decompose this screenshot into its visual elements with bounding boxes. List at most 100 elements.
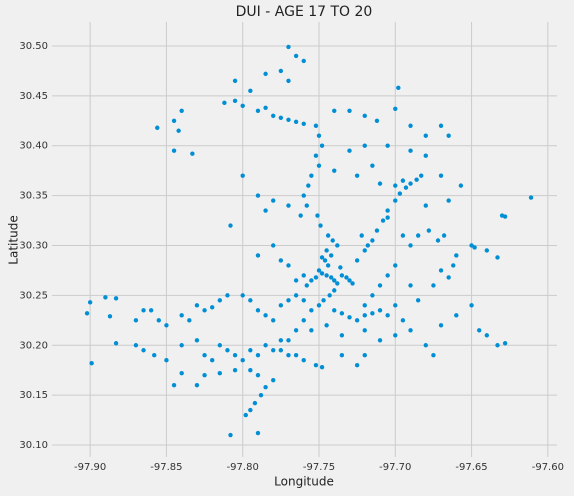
point: [179, 343, 184, 348]
point: [133, 318, 139, 323]
point: [325, 233, 331, 238]
point: [393, 106, 398, 112]
point: [316, 133, 322, 138]
point: [377, 308, 383, 313]
point: [385, 208, 390, 213]
point: [232, 78, 238, 84]
y-tick-label: 30.30: [19, 240, 48, 251]
point: [423, 343, 428, 348]
point: [528, 195, 534, 200]
point: [354, 363, 360, 368]
point: [344, 275, 349, 280]
point: [438, 268, 444, 273]
point: [362, 248, 367, 253]
point: [293, 293, 299, 298]
point: [431, 353, 436, 358]
point: [255, 372, 261, 378]
point: [316, 303, 322, 308]
point: [179, 370, 184, 376]
point: [271, 318, 276, 323]
point: [362, 328, 367, 333]
point: [397, 191, 403, 196]
y-tick-label: 30.20: [19, 340, 48, 351]
point: [176, 128, 181, 133]
point: [248, 348, 253, 353]
point: [313, 363, 319, 368]
point: [316, 268, 322, 273]
point: [286, 263, 291, 268]
point: [441, 233, 447, 238]
point: [324, 273, 329, 278]
point: [263, 384, 268, 390]
point: [354, 258, 360, 263]
point: [403, 185, 409, 190]
x-tick-label: -97.80: [227, 462, 259, 473]
point: [243, 412, 248, 418]
point: [327, 293, 332, 298]
point: [217, 370, 223, 376]
point: [286, 298, 291, 303]
point: [385, 143, 390, 148]
point: [278, 303, 284, 308]
point: [103, 295, 108, 300]
y-axis-label: Latitude: [7, 215, 21, 264]
point: [286, 44, 291, 50]
point: [362, 313, 367, 318]
point: [225, 348, 230, 353]
point: [255, 353, 261, 358]
point: [451, 263, 456, 268]
point: [240, 293, 245, 298]
point: [194, 303, 200, 308]
point: [309, 308, 314, 313]
point: [286, 203, 291, 208]
point: [347, 278, 352, 283]
point: [339, 273, 345, 278]
point: [335, 281, 340, 286]
point: [385, 215, 390, 220]
point: [347, 315, 352, 320]
point: [293, 119, 299, 124]
point: [232, 367, 238, 373]
point: [400, 178, 406, 183]
point: [362, 353, 367, 358]
point: [255, 308, 261, 313]
point: [316, 163, 322, 168]
point: [426, 228, 432, 233]
point: [286, 117, 291, 122]
point: [255, 253, 261, 258]
point: [408, 148, 413, 153]
point: [202, 372, 207, 378]
point: [319, 271, 325, 276]
point: [365, 243, 371, 248]
point: [209, 305, 215, 310]
point: [164, 358, 169, 363]
point: [309, 328, 314, 333]
point: [113, 341, 119, 346]
point: [393, 183, 398, 188]
point: [248, 298, 253, 303]
point: [278, 338, 284, 343]
point: [271, 243, 276, 248]
point: [141, 308, 146, 313]
point: [469, 303, 474, 308]
point: [278, 68, 284, 74]
point: [240, 173, 245, 178]
point: [408, 181, 413, 186]
point: [476, 328, 482, 333]
point: [319, 365, 325, 370]
point: [339, 353, 345, 358]
point: [332, 308, 337, 313]
point: [370, 293, 375, 298]
point: [359, 233, 364, 238]
point: [400, 233, 406, 238]
point: [435, 238, 441, 243]
chart-title: DUI - AGE 17 TO 20: [236, 4, 373, 20]
point: [313, 153, 319, 158]
point: [248, 367, 253, 373]
point: [318, 223, 323, 228]
point: [328, 253, 334, 258]
point: [338, 265, 343, 270]
point: [313, 123, 319, 128]
point: [309, 278, 314, 283]
point: [332, 108, 337, 113]
